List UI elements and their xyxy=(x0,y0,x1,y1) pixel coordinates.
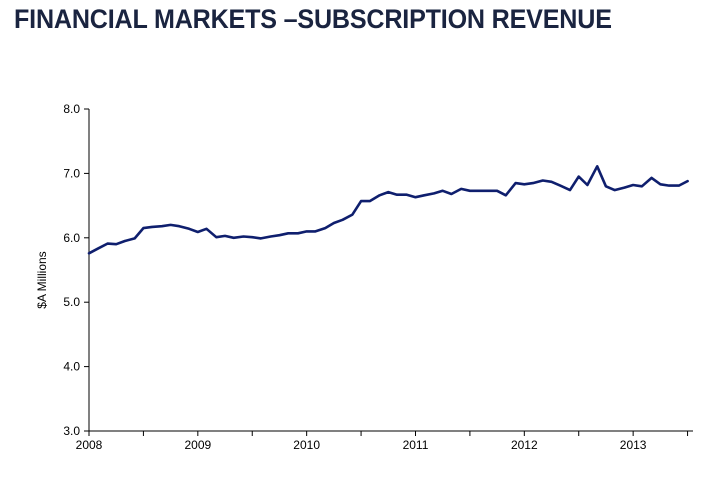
data-point xyxy=(96,247,99,250)
data-point xyxy=(287,232,289,235)
series-points xyxy=(88,165,689,255)
data-point xyxy=(169,224,172,226)
data-point xyxy=(559,184,562,187)
y-ticks: 3.0 4.0 5.0 6.0 7.0 8.0 xyxy=(63,102,89,438)
data-point xyxy=(596,165,599,168)
data-point xyxy=(242,235,245,238)
data-point xyxy=(387,191,390,193)
data-point xyxy=(124,240,126,242)
data-point xyxy=(260,237,262,240)
data-point xyxy=(613,189,616,191)
x-tick-label: 2010 xyxy=(293,438,320,452)
data-point xyxy=(405,193,408,196)
data-point xyxy=(650,177,653,179)
data-point xyxy=(133,237,136,240)
data-point xyxy=(351,213,354,216)
data-point xyxy=(441,189,444,192)
data-point xyxy=(368,200,371,202)
data-point xyxy=(278,234,281,237)
x-tick-label: 2008 xyxy=(76,438,103,452)
x-tick-label: 2013 xyxy=(620,438,647,452)
data-point xyxy=(477,189,480,192)
data-point xyxy=(523,183,526,186)
x-tick-label: 2012 xyxy=(511,438,538,452)
data-point xyxy=(232,237,235,239)
series-line xyxy=(87,165,689,255)
data-point xyxy=(641,185,643,188)
data-point xyxy=(161,225,163,228)
y-tick-label: 4.0 xyxy=(63,360,80,374)
data-point xyxy=(297,232,299,235)
data-point xyxy=(360,200,362,202)
data-point xyxy=(305,230,308,233)
data-point xyxy=(542,179,544,182)
data-point xyxy=(469,189,471,192)
data-point xyxy=(423,194,425,197)
data-point xyxy=(269,235,272,238)
data-point xyxy=(251,236,254,238)
data-point xyxy=(378,194,381,197)
data-point xyxy=(450,193,453,195)
data-point xyxy=(569,189,571,191)
data-point xyxy=(115,243,118,246)
data-point xyxy=(605,185,607,188)
data-point xyxy=(577,175,580,178)
data-point xyxy=(632,184,634,186)
data-point xyxy=(396,193,398,196)
data-point xyxy=(487,189,490,192)
chart-axes xyxy=(88,109,693,432)
data-point xyxy=(106,242,109,245)
data-point xyxy=(142,227,145,229)
data-point xyxy=(341,218,344,221)
y-tick-label: 8.0 xyxy=(63,102,80,116)
data-point xyxy=(414,196,417,199)
data-point xyxy=(151,226,153,228)
data-point xyxy=(314,230,317,233)
data-point xyxy=(586,184,589,186)
data-point xyxy=(668,184,670,187)
data-point xyxy=(659,183,662,186)
x-tick-label: 2009 xyxy=(184,438,211,452)
data-point xyxy=(623,186,626,189)
data-point xyxy=(550,180,553,183)
y-tick-label: 3.0 xyxy=(63,424,80,438)
data-point xyxy=(215,236,218,238)
data-point xyxy=(433,192,435,195)
y-tick-label: 6.0 xyxy=(63,231,80,245)
data-point xyxy=(496,189,498,192)
data-point xyxy=(460,188,462,190)
y-tick-label: 7.0 xyxy=(63,166,80,180)
data-point xyxy=(197,231,199,233)
data-point xyxy=(505,194,507,197)
data-point xyxy=(178,225,181,228)
data-point xyxy=(205,227,208,230)
y-tick-label: 5.0 xyxy=(63,295,80,309)
data-point xyxy=(678,184,680,187)
page-title: FINANCIAL MARKETS –SUBSCRIPTION REVENUE xyxy=(14,4,612,34)
x-tick-label: 2011 xyxy=(403,438,429,452)
data-point xyxy=(333,222,335,224)
data-point xyxy=(188,227,190,230)
y-axis-title: $A Millions xyxy=(35,251,49,308)
data-point xyxy=(224,235,226,237)
data-point xyxy=(686,180,689,182)
data-point xyxy=(514,182,517,184)
x-ticks: 2008 2009 2010 2011 2012 2013 xyxy=(76,431,689,452)
data-point xyxy=(324,227,326,229)
data-point xyxy=(88,252,90,255)
data-point xyxy=(532,182,534,184)
